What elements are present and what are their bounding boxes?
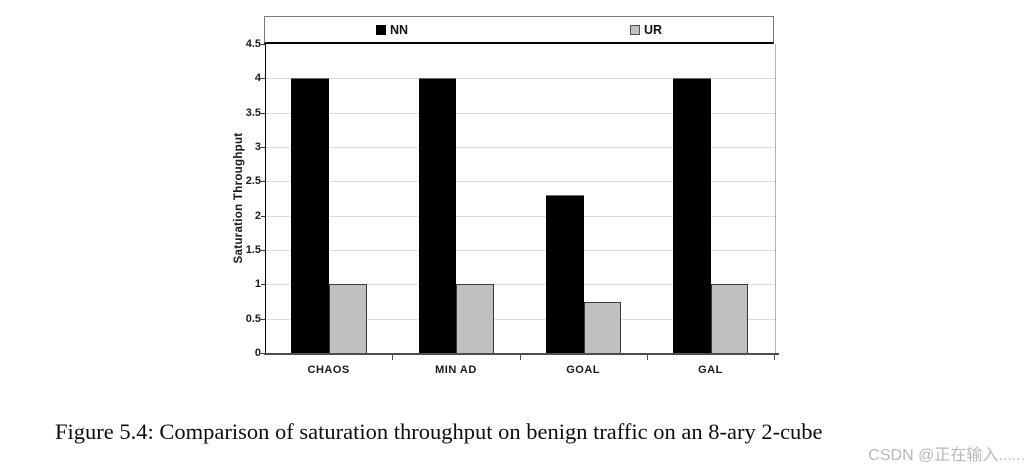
y-tick-mark [261,215,265,217]
bar-ur-min-ad [456,284,494,353]
y-tick-mark [261,78,265,80]
gridline [266,284,775,286]
x-tick-mark [774,355,775,360]
y-tick-label-3.5: 3.5 [245,106,261,119]
legend-item-ur: UR [629,22,663,37]
legend-marker-nn-icon [375,24,386,35]
bar-nn-goal [545,195,584,353]
gridline [266,215,775,217]
figure-caption: Figure 5.4: Comparison of saturation thr… [55,419,823,444]
y-tick-label-1.5: 1.5 [245,244,261,256]
x-category-label-min-ad: MIN AD [435,364,477,376]
gridline [266,250,775,251]
y-tick-label-2.5: 2.5 [245,175,261,188]
x-tick-mark [392,355,394,360]
gridline [266,112,775,114]
x-category-label-goal: GOAL [566,364,601,376]
x-tick-mark [519,355,521,360]
y-tick-mark [261,181,265,183]
legend-half-right: UR [519,23,773,37]
y-tick-mark [261,284,265,286]
bar-ur-chaos [329,284,367,353]
legend-half-left: NN [265,23,519,37]
y-tick-label-2: 2 [254,209,261,222]
bar-ur-gal [710,284,749,353]
y-tick-mark [261,44,265,45]
y-tick-label-1: 1 [254,278,261,291]
watermark: CSDN @正在输入...... [868,447,1025,464]
x-tick-mark [646,355,648,360]
y-tick-mark [261,250,265,251]
y-tick-label-3: 3 [254,141,261,153]
legend-item-nn: NN [375,22,409,37]
bar-ur-goal [583,301,622,353]
bar-nn-gal [673,78,711,353]
x-axis-line [264,353,779,355]
y-tick-label-4.5: 4.5 [245,38,261,50]
y-axis-title: Saturation Throughput [233,132,245,264]
gridline [266,78,775,80]
y-tick-mark [261,318,265,320]
bar-chart: NN UR 0 0.5 1 1.5 2 2.5 3 3.5 4 4.5 CHAOS MIN AD GO… [233,16,779,376]
bar-nn-chaos [291,78,329,353]
y-tick-label-0.5: 0.5 [245,312,261,325]
y-tick-mark [261,353,265,354]
y-tick-mark [261,147,265,148]
bar-nn-min-ad [418,78,457,353]
plot-area [265,44,776,353]
y-tick-mark [261,112,265,114]
gridline [266,318,775,320]
legend-label-nn: NN [389,22,409,37]
y-tick-label-0: 0 [254,347,261,359]
gridline [266,181,775,183]
legend-marker-ur-icon [629,24,640,35]
chart-legend: NN UR [264,16,774,44]
gridline [266,147,775,148]
legend-label-ur: UR [643,22,663,37]
x-category-label-gal: GAL [698,364,723,376]
y-tick-label-4: 4 [254,72,261,85]
x-category-label-chaos: CHAOS [307,364,350,376]
